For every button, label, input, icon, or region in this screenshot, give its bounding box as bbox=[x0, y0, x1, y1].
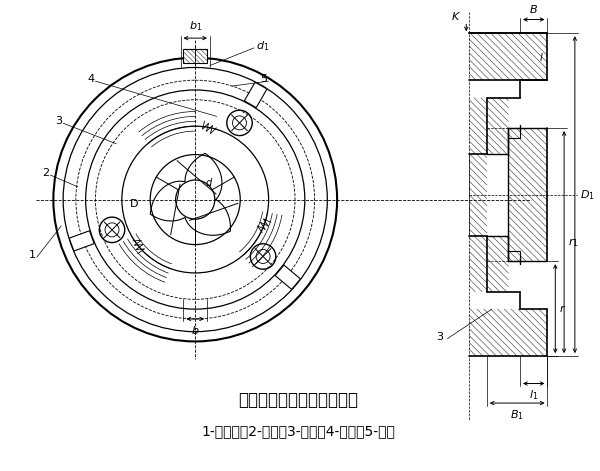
Bar bbox=[508, 252, 520, 261]
Bar bbox=[508, 128, 520, 138]
Text: $l$: $l$ bbox=[539, 51, 544, 63]
Text: $l_1$: $l_1$ bbox=[529, 389, 538, 402]
Text: 3: 3 bbox=[55, 116, 62, 126]
Text: 1: 1 bbox=[28, 250, 35, 260]
Text: D: D bbox=[130, 199, 139, 210]
Text: $r$: $r$ bbox=[559, 303, 566, 314]
Text: $b_1$: $b_1$ bbox=[188, 19, 202, 33]
Text: $d$: $d$ bbox=[205, 176, 213, 188]
Text: $b$: $b$ bbox=[191, 324, 199, 336]
Text: 5: 5 bbox=[260, 74, 267, 84]
Text: $D_1$: $D_1$ bbox=[580, 188, 595, 202]
Text: $B$: $B$ bbox=[529, 3, 538, 15]
Text: 3: 3 bbox=[436, 332, 443, 341]
Text: 2: 2 bbox=[42, 168, 49, 178]
Polygon shape bbox=[69, 231, 94, 251]
Text: $r_1$: $r_1$ bbox=[568, 236, 579, 249]
Text: 1-内星轮；2-外环；3-拨爪；4-滚柱；5-弹簧: 1-内星轮；2-外环；3-拨爪；4-滚柱；5-弹簧 bbox=[201, 424, 395, 439]
Text: $K$: $K$ bbox=[451, 9, 461, 22]
Text: $B_1$: $B_1$ bbox=[510, 408, 524, 422]
Polygon shape bbox=[244, 82, 267, 108]
Polygon shape bbox=[275, 265, 301, 289]
Text: $d_1$: $d_1$ bbox=[256, 39, 269, 53]
Text: 4: 4 bbox=[87, 74, 94, 84]
Bar bbox=[184, 49, 207, 63]
Text: 滚柱式单向超越离合器尺寸: 滚柱式单向超越离合器尺寸 bbox=[238, 391, 358, 409]
